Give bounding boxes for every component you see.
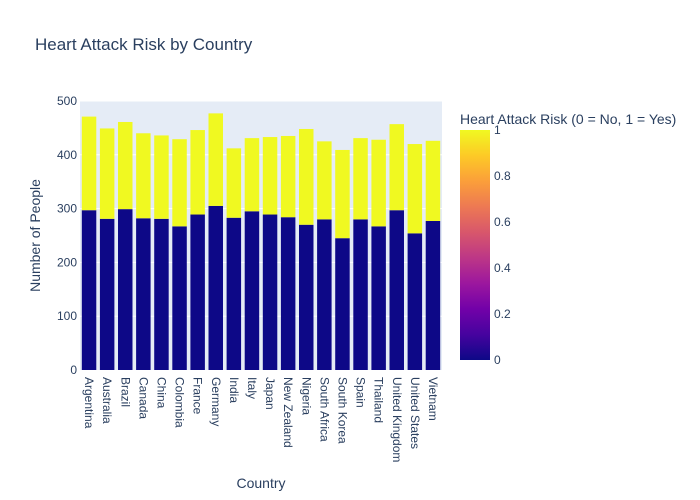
bar-colombia-risk-1[interactable]	[172, 139, 187, 227]
bar-spain-risk-0[interactable]	[353, 219, 368, 370]
y-tick-label: 200	[57, 255, 77, 269]
x-tick-label: Colombia	[173, 377, 187, 428]
colorbar-tick-label: 1	[494, 123, 501, 137]
bar-japan-risk-1[interactable]	[262, 137, 278, 215]
x-tick-label: Canada	[136, 377, 150, 419]
colorbar-tick-label: 0.2	[494, 307, 511, 321]
bar-south-korea-risk-1[interactable]	[335, 149, 350, 239]
bar-new-zealand-risk-0[interactable]	[280, 217, 296, 370]
colorbar	[460, 130, 490, 360]
bar-nigeria-risk-1[interactable]	[299, 128, 314, 225]
x-tick-label: New Zealand	[281, 377, 295, 448]
bar-australia-risk-1[interactable]	[99, 128, 115, 219]
x-tick-label: Spain	[354, 377, 368, 408]
y-tick-label: 400	[57, 148, 77, 162]
x-axis-ticks: Argentina Australia Brazil Canada China Colom…	[82, 377, 440, 462]
bar-south-korea-risk-0[interactable]	[335, 238, 350, 370]
colorbar-tick-label: 0.4	[494, 261, 511, 275]
bar-colombia-risk-0[interactable]	[172, 226, 187, 370]
x-tick-label: South Africa	[317, 377, 331, 442]
bar-canada-risk-0[interactable]	[136, 218, 151, 370]
x-axis-title: Country	[236, 475, 285, 491]
colorbar-tick-label: 0	[494, 353, 501, 367]
x-tick-label: Brazil	[118, 377, 132, 407]
bar-italy-risk-1[interactable]	[244, 138, 260, 212]
x-tick-label: Germany	[209, 377, 223, 426]
bar-united-states-risk-0[interactable]	[407, 233, 423, 370]
bar-argentina-risk-0[interactable]	[81, 210, 97, 370]
bar-united-kingdom-risk-1[interactable]	[389, 124, 404, 211]
bar-italy-risk-0[interactable]	[244, 211, 260, 370]
bar-germany-risk-0[interactable]	[208, 205, 223, 370]
bar-brazil-risk-1[interactable]	[118, 121, 133, 210]
x-tick-label: Thailand	[372, 377, 386, 423]
bar-germany-risk-1[interactable]	[208, 113, 223, 206]
x-tick-label: Australia	[100, 377, 114, 424]
bar-united-states-risk-1[interactable]	[407, 144, 423, 234]
bar-vietnam-risk-1[interactable]	[425, 140, 441, 221]
x-tick-label: United States	[408, 377, 422, 449]
y-axis-ticks: 0 100 200 300 400 500	[57, 94, 77, 377]
bar-new-zealand-risk-1[interactable]	[280, 135, 296, 218]
colorbar-tick-label: 0.8	[494, 169, 511, 183]
bar-vietnam-risk-0[interactable]	[425, 220, 441, 370]
bar-united-kingdom-risk-0[interactable]	[389, 210, 404, 370]
y-tick-label: 0	[70, 363, 77, 377]
colorbar-tick-label: 0.6	[494, 215, 511, 229]
bar-canada-risk-1[interactable]	[136, 133, 151, 219]
bar-brazil-risk-0[interactable]	[118, 209, 133, 370]
x-tick-label: Italy	[245, 377, 259, 399]
bar-nigeria-risk-0[interactable]	[299, 224, 314, 370]
bar-thailand-risk-1[interactable]	[371, 139, 386, 227]
bar-china-risk-0[interactable]	[154, 218, 169, 370]
bar-france-risk-0[interactable]	[190, 214, 205, 370]
x-tick-label: Vietnam	[426, 377, 440, 421]
bar-south-africa-risk-0[interactable]	[317, 219, 332, 370]
x-tick-label: France	[191, 377, 205, 415]
bar-india-risk-1[interactable]	[226, 148, 242, 218]
x-tick-label: Nigeria	[299, 377, 313, 415]
y-tick-label: 300	[57, 202, 77, 216]
bar-japan-risk-0[interactable]	[262, 214, 278, 370]
bar-australia-risk-0[interactable]	[99, 218, 115, 370]
x-tick-label: South Korea	[335, 377, 349, 444]
plot-area	[80, 101, 442, 370]
colorbar-title: Heart Attack Risk (0 = No, 1 = Yes)	[460, 111, 676, 127]
bars[interactable]	[81, 113, 441, 370]
bar-spain-risk-1[interactable]	[353, 138, 368, 220]
bar-india-risk-0[interactable]	[226, 217, 242, 370]
y-axis-title: Number of People	[27, 179, 43, 292]
bar-china-risk-1[interactable]	[154, 135, 169, 219]
chart-title: Heart Attack Risk by Country	[35, 35, 253, 54]
bar-argentina-risk-1[interactable]	[81, 116, 97, 211]
x-tick-label: China	[154, 377, 168, 409]
x-tick-label: India	[227, 377, 241, 403]
bar-france-risk-1[interactable]	[190, 130, 205, 215]
y-tick-label: 100	[57, 309, 77, 323]
x-tick-label: United Kingdom	[390, 377, 404, 462]
x-tick-label: Argentina	[82, 377, 96, 429]
colorbar-ticks: 0 0.2 0.4 0.6 0.8 1	[494, 123, 511, 367]
bar-thailand-risk-0[interactable]	[371, 226, 386, 370]
bar-south-africa-risk-1[interactable]	[317, 141, 332, 220]
y-tick-label: 500	[57, 94, 77, 108]
x-tick-label: Japan	[263, 377, 277, 410]
